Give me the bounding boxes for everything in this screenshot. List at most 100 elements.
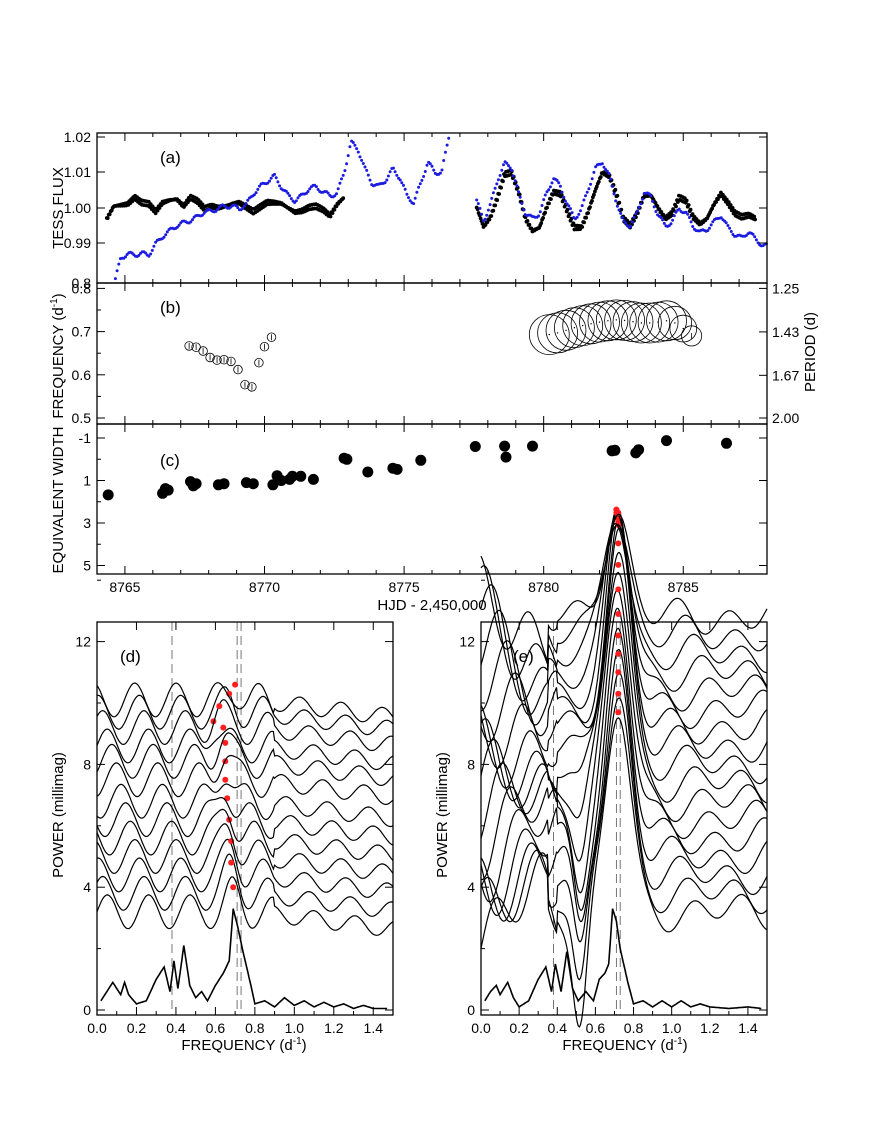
panel-b-ylabel-end: ): [50, 293, 67, 298]
panel-b-y2label: PERIOD (d): [802, 312, 819, 392]
flux-point-blue: [508, 166, 512, 170]
flux-point-blue: [117, 262, 121, 266]
frequency-point: [587, 300, 629, 342]
flux-point-blue: [488, 203, 492, 207]
flux-point-blue: [395, 173, 399, 177]
frequency-point: [259, 342, 270, 352]
flux-point-blue: [398, 178, 402, 182]
peak-marker: [224, 795, 231, 802]
flux-point-blue: [388, 170, 392, 174]
flux-point-blue: [641, 197, 644, 201]
flux-point-blue: [353, 143, 357, 147]
flux-point-blue: [560, 190, 564, 194]
flux-point-blue: [609, 177, 613, 181]
flux-point-black: [753, 217, 757, 222]
flux-point-blue: [706, 229, 710, 233]
flux-point-blue: [443, 150, 447, 154]
panel-a-ylabel: TESS FLUX: [50, 167, 67, 249]
panel-c-xlabel: HJD - 2,450,000: [377, 597, 486, 614]
frequency-point-center: [682, 327, 684, 330]
frequency-point-center: [615, 319, 617, 321]
ew-point: [661, 435, 672, 447]
y-tick-label: 5: [83, 558, 91, 574]
stacked-power-curve: [480, 607, 768, 894]
flux-point-black: [539, 221, 544, 226]
flux-point-blue: [617, 208, 621, 212]
stacked-power-curve: [480, 589, 768, 862]
y2-tick-label: 2.00: [772, 410, 799, 426]
flux-point-blue: [268, 179, 271, 183]
flux-point-black: [686, 203, 691, 207]
stacked-power-curve: [480, 551, 768, 802]
frequency-point: [604, 299, 645, 341]
panel-d-power-spectrum: 0.0 0.2 0.4 0.6 0.8 1.0 1.2 1.4 0 4 8 12 (d) POWER …: [50, 579, 394, 1054]
flux-point-blue: [520, 202, 524, 205]
ew-point: [102, 489, 114, 501]
stacked-power-curve: [96, 838, 394, 898]
y-tick-label: 0: [467, 1002, 475, 1018]
panel-e-xlabel-end: ): [683, 1037, 688, 1054]
y-tick-label: 8: [467, 756, 475, 772]
ew-point: [190, 478, 202, 490]
flux-point-blue: [403, 187, 407, 191]
flux-point-blue: [113, 277, 117, 281]
flux-point-blue: [610, 184, 614, 188]
frequency-point: [646, 300, 687, 342]
frequency-point-center: [590, 323, 592, 325]
frequency-point: [629, 302, 671, 344]
panel-a-label: (a): [160, 148, 181, 167]
y-tick-label: 0.6: [72, 367, 92, 383]
x-tick-label: 1.4: [738, 1020, 758, 1036]
flux-point-blue: [728, 226, 732, 230]
flux-point-blue: [152, 244, 156, 248]
stacked-power-curve: [480, 627, 768, 911]
flux-point-blue: [289, 197, 293, 201]
frequency-point-center: [556, 332, 559, 334]
flux-point-blue: [562, 195, 566, 199]
panel-d-xlabel-end: ): [302, 1037, 307, 1054]
ew-point: [295, 470, 307, 482]
x-tick-label: 1.2: [324, 1020, 344, 1036]
flux-point-black: [489, 214, 494, 218]
flux-point-blue: [619, 211, 623, 215]
frequency-point: [637, 301, 679, 343]
flux-point-blue: [335, 192, 338, 196]
frequency-point: [247, 382, 257, 392]
flux-point-blue: [476, 202, 480, 206]
flux-point-blue: [540, 204, 544, 207]
flux-point-black: [527, 222, 532, 227]
flux-point-black: [580, 225, 585, 229]
peak-marker: [615, 632, 622, 639]
flux-point-blue: [442, 159, 446, 162]
flux-point-black: [657, 207, 662, 212]
flux-point-blue: [236, 206, 240, 209]
flux-point-blue: [361, 162, 365, 165]
y-tick-label: 0.8: [72, 275, 92, 291]
flux-point-blue: [751, 232, 755, 236]
flux-point-blue: [241, 207, 245, 210]
flux-point-blue: [144, 251, 148, 255]
stacked-power-curve: [96, 823, 394, 879]
flux-point-blue: [288, 194, 292, 198]
flux-point-blue: [493, 186, 497, 190]
flux-point-blue: [592, 170, 596, 174]
flux-point-blue: [517, 190, 520, 194]
stacked-power-curve: [480, 671, 768, 943]
flux-point-blue: [407, 196, 410, 200]
flux-point-black: [153, 211, 158, 216]
flux-point-blue: [709, 223, 713, 227]
flux-point-blue: [400, 181, 404, 185]
flux-point-black: [491, 208, 496, 213]
flux-point-blue: [201, 213, 204, 217]
flux-point-blue: [637, 205, 641, 209]
flux-point-black: [545, 205, 549, 210]
x-tick-label: 0.8: [245, 1020, 265, 1036]
ew-point: [307, 473, 319, 485]
flux-point-black: [669, 210, 673, 215]
peak-marker: [615, 650, 622, 657]
flux-point-black: [592, 192, 596, 197]
x-tick-label: 1.0: [285, 1020, 305, 1036]
stacked-power-curve: [480, 527, 768, 789]
flux-point-blue: [326, 191, 330, 195]
flux-point-blue: [306, 190, 310, 193]
